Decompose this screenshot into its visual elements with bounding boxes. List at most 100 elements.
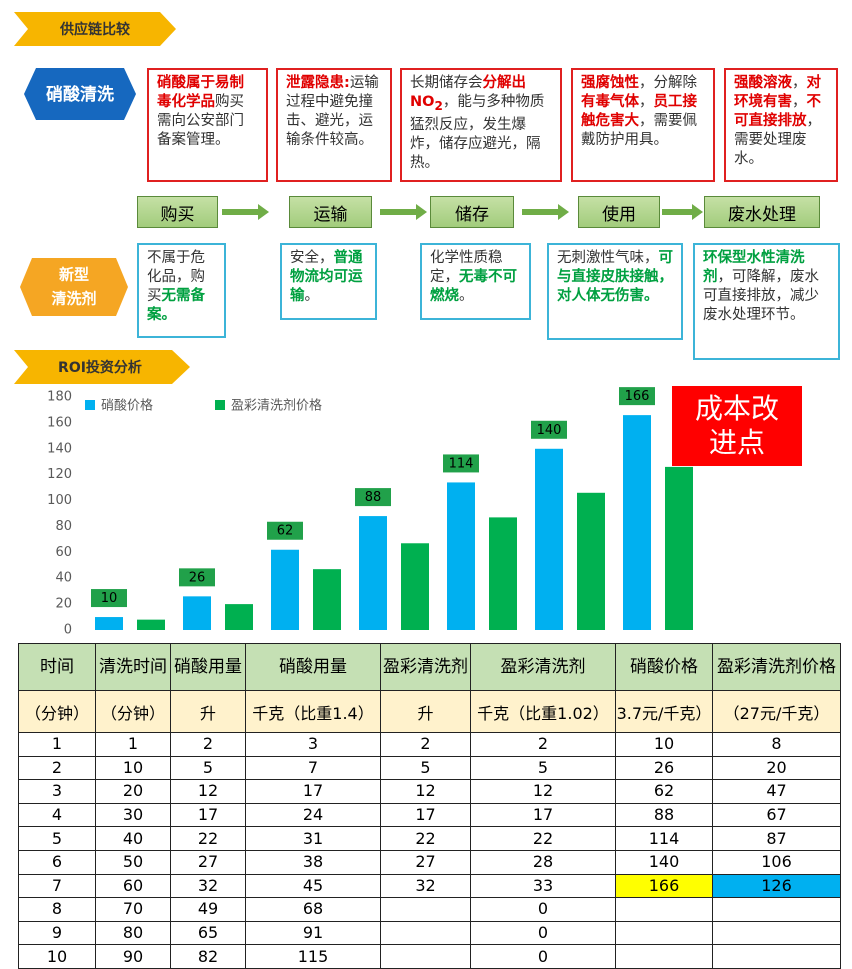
section-title: ROI投资分析: [58, 359, 142, 376]
table-row: 1 1 2 3 2 2 10 8: [18, 732, 841, 757]
table-cell: 2: [470, 732, 616, 757]
y-tick-label: 20: [55, 597, 72, 612]
nitric-box: 泄露隐患:运输过程中避免撞击、避光，运输条件较高。: [276, 68, 392, 182]
cleaner-box: 化学性质稳定，无毒不可燃烧。: [420, 243, 531, 320]
table-cell: 91: [245, 920, 381, 946]
table-cell: 3: [18, 779, 96, 804]
table-cell: 2: [18, 755, 96, 781]
table-cell: 60: [95, 873, 171, 899]
box-text: ，: [639, 94, 654, 110]
box-text: 分解出NO: [410, 75, 526, 110]
bar: [447, 482, 475, 630]
value-label: 88: [365, 490, 382, 505]
step: 使用: [578, 196, 660, 228]
header-cell: （分钟）: [18, 690, 96, 733]
cleaner-box: 无刺激性气味，可与直接皮肤接触，对人体无伤害。: [547, 243, 683, 340]
table-cell: 7: [245, 755, 381, 781]
step: 储存: [430, 196, 514, 228]
table-cell: 3: [245, 732, 381, 757]
box-text: 。: [459, 288, 474, 304]
table-cell: [380, 920, 471, 946]
table-cell: 80: [95, 920, 171, 946]
header-cell: 升: [170, 690, 246, 733]
table-row: 5 40 22 31 22 22 114 87: [18, 826, 841, 851]
table-cell: [380, 944, 471, 969]
table-cell: 40: [95, 826, 171, 851]
table-cell: 5: [170, 755, 246, 781]
table-cell: 88: [615, 802, 713, 828]
table-cell: 12: [380, 779, 471, 804]
box-text: 环保型水性清洗剂: [703, 250, 805, 285]
bar: [665, 466, 693, 630]
table-cell: [615, 944, 713, 969]
header-cell: 升: [380, 690, 471, 733]
header-cell: 硝酸用量: [170, 643, 246, 691]
box-text: 不可直接排放: [734, 94, 821, 129]
value-label: 166: [625, 389, 650, 404]
table-cell: 90: [95, 944, 171, 969]
y-tick-label: 40: [55, 571, 72, 586]
header-cell: 硝酸用量: [245, 643, 381, 691]
step-arrows: [222, 204, 703, 220]
box-text: 员工接触危害大: [581, 94, 697, 129]
table-cell: 28: [470, 849, 616, 875]
y-tick-label: 180: [47, 390, 72, 405]
table-cell: 10: [18, 944, 96, 969]
bar: [225, 604, 253, 630]
table-cell: 17: [380, 802, 471, 828]
y-tick-label: 100: [47, 493, 72, 508]
box-text: 有毒气体: [581, 94, 639, 110]
box-text: 安全，: [290, 250, 334, 266]
table-cell: 17: [470, 802, 616, 828]
value-label-box: [531, 420, 567, 439]
table-cell: 8: [712, 732, 841, 757]
box-text: 无毒不可燃烧: [430, 269, 517, 304]
table-cell: 17: [245, 779, 381, 804]
step: 运输: [289, 196, 372, 228]
cleaner-box: 不属于危化品，购买无需备案。: [137, 243, 226, 338]
table-cell: [615, 920, 713, 946]
value-label: 26: [189, 570, 206, 585]
step: 购买: [137, 196, 218, 228]
header-cell: 硝酸价格: [615, 643, 713, 691]
bar: [313, 569, 341, 630]
box-text: 运输过程中避免撞击、避光，运输条件较高。: [286, 75, 379, 148]
table-cell: [712, 944, 841, 969]
box-text: 可与直接皮肤接触，对人体无伤害。: [557, 250, 673, 304]
box-text: ，能与多种物质猛烈反应，发生爆炸，储存应避光，隔热。: [410, 94, 545, 171]
legend-swatch: [215, 400, 225, 410]
bar: [137, 619, 165, 630]
bar: [489, 517, 517, 630]
value-label-box: [619, 387, 655, 406]
value-label: 140: [537, 423, 562, 438]
table-cell: 67: [712, 802, 841, 828]
table-cell: [712, 920, 841, 946]
table-cell: 26: [615, 755, 713, 781]
table-cell: 10: [615, 732, 713, 757]
box-text: 无需备案。: [147, 288, 205, 323]
table-cell: 70: [95, 897, 171, 922]
box-text: ，需要处理废水。: [734, 113, 821, 167]
value-label-box: [179, 568, 215, 587]
value-label: 114: [449, 456, 474, 471]
table-cell: 24: [245, 802, 381, 828]
nitric-box: 强酸溶液，对环境有害，不可直接排放，需要处理废水。: [724, 68, 838, 182]
table-cell: 27: [170, 849, 246, 875]
table-cell: [712, 897, 841, 922]
box-text: 购买需向公安部门备案管理。: [157, 94, 244, 148]
y-tick-label: 60: [55, 545, 72, 560]
table-cell: 2: [170, 732, 246, 757]
step: 废水处理: [704, 196, 820, 228]
table-cell: 49: [170, 897, 246, 922]
table-cell: 50: [95, 849, 171, 875]
header-cell: 千克（比重1.02）: [470, 690, 616, 733]
table-cell: 0: [470, 920, 616, 946]
annotation: 成本改进点: [672, 386, 802, 466]
header-cell: （27元/千克）: [712, 690, 841, 733]
header-cell: （分钟）: [95, 690, 171, 733]
y-tick-label: 80: [55, 519, 72, 534]
value-label-box: [443, 454, 479, 473]
table-cell: [380, 897, 471, 922]
bar: [95, 617, 123, 630]
y-tick-label: 160: [47, 415, 72, 430]
